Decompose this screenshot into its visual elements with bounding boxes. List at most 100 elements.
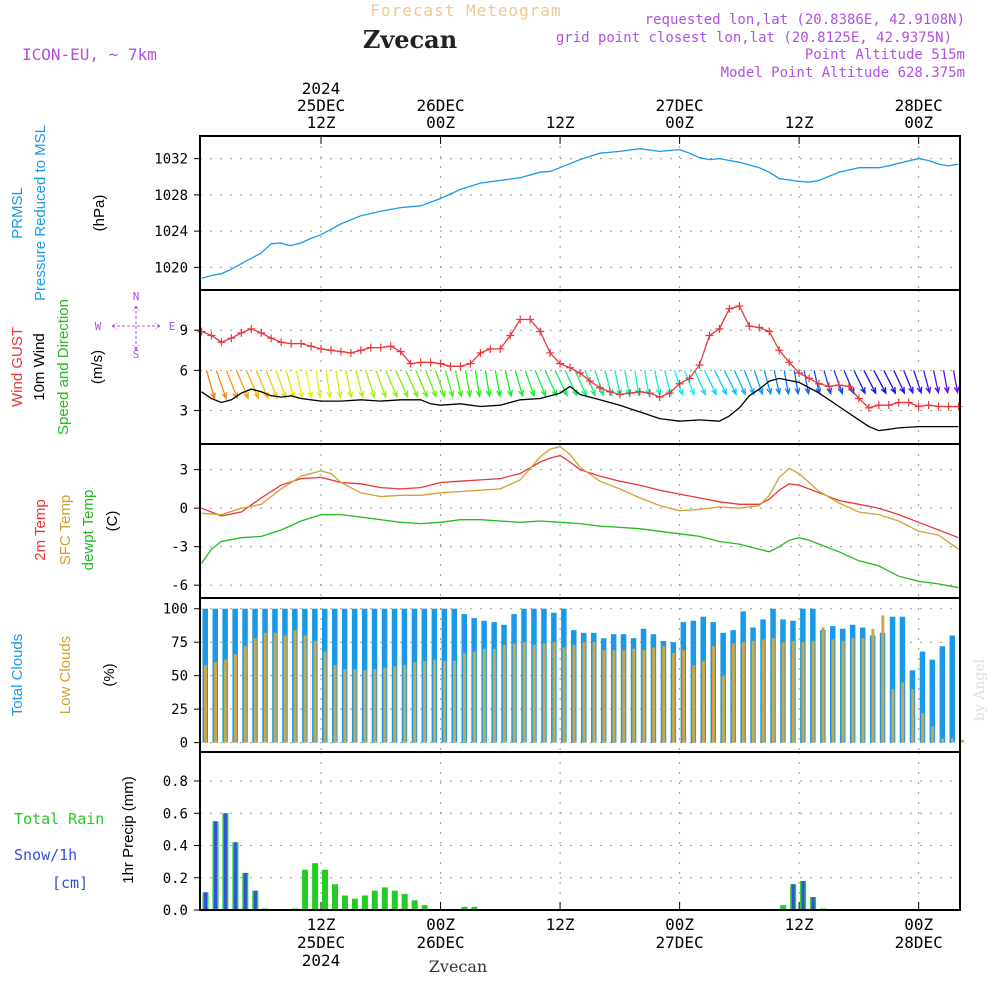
clouds-bar: [771, 638, 775, 743]
gust-point: [376, 343, 385, 352]
gust-point: [775, 346, 784, 355]
clouds-bar: [821, 627, 825, 743]
wind-arrow: [444, 370, 455, 399]
panel-wind: 3 6 9: [180, 289, 963, 445]
gust-point: [227, 334, 236, 343]
top-time-label: 27DEC: [656, 96, 704, 115]
t2m-label: 2m Temp: [32, 499, 49, 560]
compass-arrows: [111, 305, 161, 351]
gust-point: [705, 331, 714, 340]
clouds-bar: [582, 642, 586, 743]
wind-arrow: [922, 370, 932, 395]
wind-arrow: [783, 370, 791, 396]
clouds-unit-label: (%): [101, 663, 118, 686]
clouds-bar: [233, 654, 237, 743]
gust-point: [336, 347, 345, 356]
clouds-bar: [413, 662, 417, 743]
gust-point: [805, 374, 814, 383]
bottom-time-label: 00Z: [665, 915, 694, 934]
clouds-bar: [403, 665, 407, 743]
gust-point: [346, 348, 355, 357]
snow-legend: Snow/1h: [14, 846, 77, 864]
gust-point: [416, 358, 425, 367]
wind-arrow: [534, 370, 547, 398]
gust-point: [924, 401, 933, 410]
wind-arrow: [305, 370, 314, 400]
clouds-bar: [532, 644, 536, 743]
gust-point: [825, 382, 834, 391]
compass-e: E: [169, 320, 176, 333]
wind-arrow: [464, 370, 473, 398]
wind-arrow: [873, 369, 887, 395]
compass-rose: N W E S: [95, 290, 176, 361]
precip-bar: [801, 881, 805, 910]
clouds-bar: [721, 675, 725, 743]
wind-arrow: [275, 370, 287, 400]
clouds-bar: [939, 646, 946, 743]
wind-line-wind-gust: [201, 305, 959, 409]
gust-point: [297, 339, 306, 348]
wind-ytick-label: 6: [180, 363, 188, 379]
clouds-bar: [921, 713, 925, 743]
prmsl-label: PRMSL: [9, 187, 26, 239]
precip-bar: [471, 906, 478, 910]
wind-arrow: [673, 370, 684, 397]
clouds-bar: [931, 726, 935, 743]
wind-arrow: [693, 370, 706, 397]
clouds-bar: [482, 648, 486, 743]
bottom-time-label: 2024: [302, 951, 341, 970]
gust-point: [585, 377, 594, 386]
gust-point: [645, 389, 654, 398]
wind-arrow: [315, 370, 323, 400]
compass-s: S: [133, 348, 140, 361]
bottom-time-label: 00Z: [426, 915, 455, 934]
clouds-bar: [343, 669, 347, 743]
clouds-bar: [423, 660, 427, 743]
gust-point: [675, 379, 684, 388]
clouds-bar: [841, 640, 845, 743]
gust-point: [954, 402, 963, 411]
clouds-bar: [572, 644, 576, 743]
bottom-time-label: 28DEC: [895, 933, 943, 952]
clouds-bar: [273, 632, 277, 743]
wind-arrow: [574, 370, 587, 397]
gust-point: [237, 328, 246, 337]
precip-bar: [421, 905, 428, 910]
gust-point: [476, 348, 485, 357]
clouds-bar: [941, 738, 945, 743]
gust-point: [536, 327, 545, 336]
wind-arrow: [883, 370, 897, 395]
gust-point: [267, 334, 276, 343]
clouds-bar: [761, 639, 765, 743]
location-title: Zvecan: [363, 25, 457, 54]
clouds-bar: [293, 630, 297, 743]
clouds-bar: [791, 640, 795, 743]
gust-point: [486, 344, 495, 353]
gust-point: [317, 344, 326, 353]
wind-arrow: [654, 370, 662, 397]
bottom-time-label: 12Z: [785, 915, 814, 934]
clouds-bar: [712, 646, 715, 743]
gust-point: [287, 339, 296, 348]
top-time-label: 12Z: [546, 113, 575, 132]
gust-point: [217, 338, 226, 347]
gust-point: [854, 394, 863, 403]
gust-point: [506, 331, 515, 340]
gust-point: [406, 359, 415, 368]
clouds-bar: [881, 615, 885, 743]
precip-bar: [332, 884, 338, 910]
clouds-bar: [622, 650, 626, 743]
gust-point: [605, 387, 614, 396]
prmsl-ytick-label: 1032: [154, 152, 188, 168]
gust-point: [894, 398, 903, 407]
clouds-bar: [889, 616, 896, 743]
clouds-bar: [811, 640, 815, 743]
wind-unit-label: (m/s): [89, 350, 106, 384]
wind-arrow: [205, 370, 216, 400]
wind-arrow: [773, 370, 782, 396]
clouds-bar: [522, 642, 526, 743]
clouds-bar: [463, 652, 466, 743]
clouds-bar: [911, 689, 915, 743]
clouds-bar: [552, 642, 556, 743]
clouds-bar: [333, 665, 337, 743]
